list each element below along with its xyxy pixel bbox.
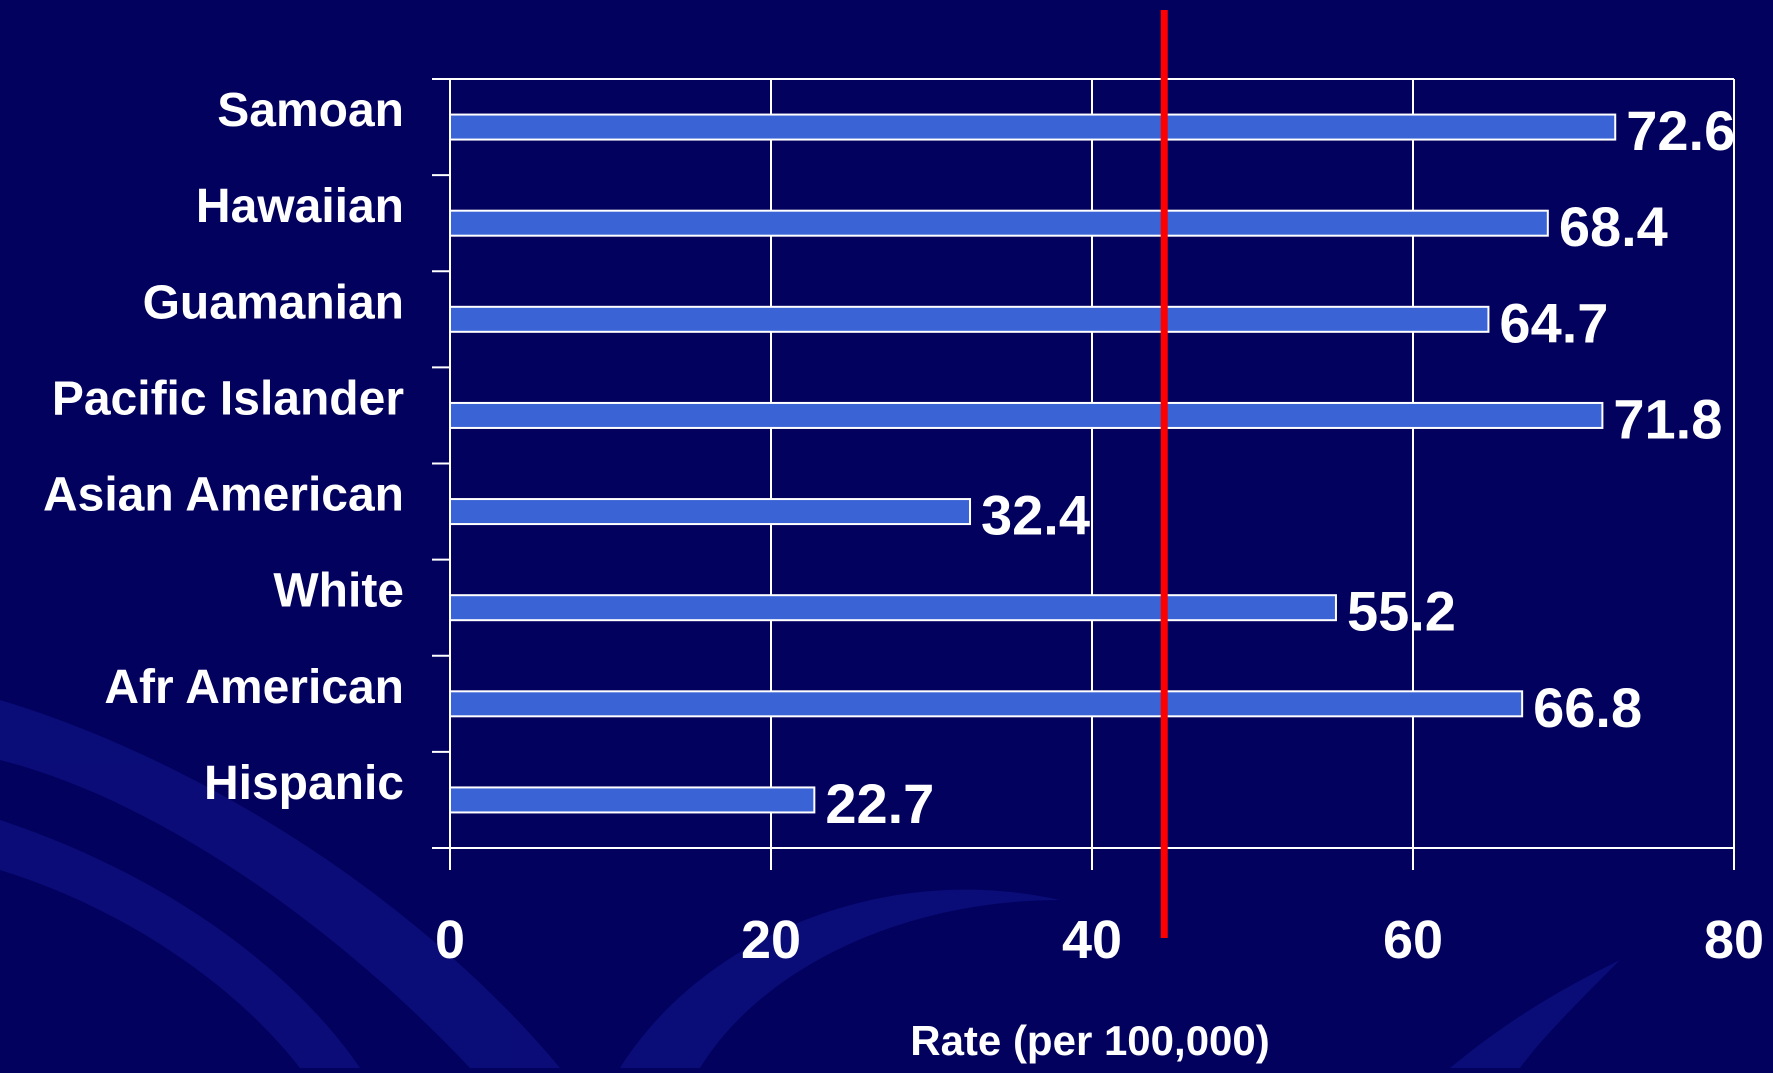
- category-labels: Samoan Hawaiian Guamanian Pacific Islander A…: [43, 84, 404, 810]
- value-labels: 72.6 68.4 64.771.8 32.4 55.2 66.8 22.7: [825, 99, 1735, 835]
- x-tick-label-20: 20: [741, 910, 801, 970]
- x-tick-label-80: 80: [1704, 910, 1764, 970]
- value-label-samoan: 72.6: [1626, 99, 1735, 162]
- category-label-pacific-islander: Pacific Islander: [52, 372, 404, 425]
- x-tick-label-60: 60: [1383, 910, 1443, 970]
- category-label-white: White: [273, 565, 404, 618]
- category-label-guamanian: Guamanian: [143, 276, 404, 329]
- x-tick-labels: 0 20 40 60 80: [435, 910, 1764, 970]
- category-label-asian-american: Asian American: [43, 469, 404, 522]
- x-axis-label: Rate (per 100,000): [910, 1017, 1270, 1064]
- category-label-hispanic: Hispanic: [204, 757, 404, 810]
- bar-samoan: [450, 115, 1615, 140]
- value-label-white: 55.2: [1347, 580, 1456, 643]
- background-swoosh: [0, 700, 1620, 1068]
- bar-asian-american: [450, 499, 970, 524]
- value-label-afr-american: 66.8: [1533, 676, 1642, 739]
- bar-white: [450, 595, 1336, 620]
- bars: [450, 115, 1615, 813]
- value-label-pacific-islander: 71.8: [1613, 387, 1722, 450]
- bar-hispanic: [450, 787, 814, 812]
- bar-hawaiian: [450, 211, 1548, 236]
- value-label-hawaiian: 68.4: [1559, 195, 1668, 258]
- bar-guamanian: [450, 307, 1488, 332]
- bar-afr-american: [450, 691, 1522, 716]
- value-label-hispanic: 22.7: [825, 772, 934, 835]
- value-label-guamanian: 64.7: [1499, 291, 1608, 354]
- value-label-asian-american: 32.4: [981, 484, 1090, 547]
- category-label-hawaiian: Hawaiian: [196, 180, 404, 233]
- grid-lines: [450, 79, 1734, 870]
- x-tick-label-0: 0: [435, 910, 465, 970]
- category-label-samoan: Samoan: [217, 84, 404, 137]
- category-label-afr-american: Afr American: [104, 661, 404, 714]
- x-tick-label-40: 40: [1062, 910, 1122, 970]
- bar-pacific-islander: [450, 403, 1602, 428]
